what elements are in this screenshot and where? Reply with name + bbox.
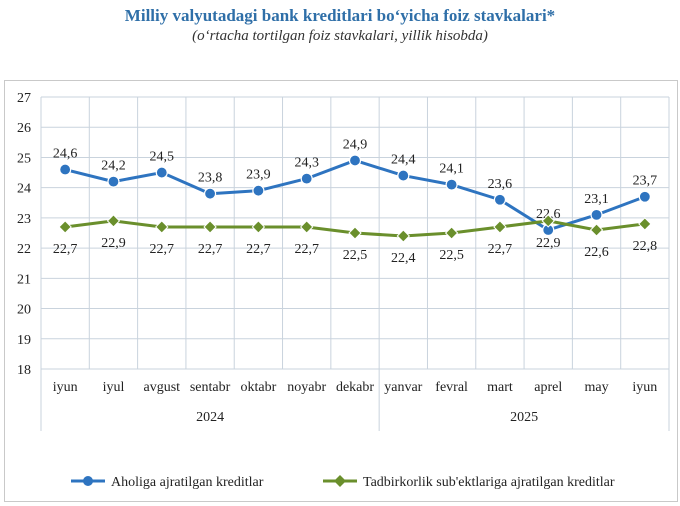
chart-frame: 18 19 20 21 22 23 24 25 26 27 iyun iyul avgust senta…	[4, 80, 678, 502]
data-label: 22,9	[536, 236, 561, 251]
y-tick-label: 20	[17, 303, 31, 318]
data-label: 22,4	[391, 251, 416, 266]
data-label: 24,9	[343, 137, 368, 152]
data-point	[541, 214, 555, 228]
y-axis: 18 19 20 21 22 23 24 25 26 27	[17, 91, 31, 378]
legend-marker	[334, 475, 346, 487]
y-tick-label: 22	[17, 242, 31, 257]
data-label: 22,7	[53, 242, 78, 257]
data-point	[58, 220, 72, 234]
x-tick-label: sentabr	[190, 380, 231, 395]
data-label: 23,9	[246, 168, 271, 183]
x-tick-label: mart	[487, 380, 513, 395]
data-label: 22,5	[439, 248, 464, 263]
data-point	[348, 226, 362, 240]
year-label: 2025	[510, 410, 538, 425]
x-tick-label: dekabr	[336, 380, 374, 395]
y-tick-label: 21	[17, 272, 31, 287]
x-tick-label: aprel	[534, 380, 562, 395]
data-point	[107, 175, 120, 188]
data-point	[155, 220, 169, 234]
chart-title: Milliy valyutadagi bank kreditlari bo‘yi…	[124, 6, 556, 25]
data-label: 24,4	[391, 153, 416, 168]
data-point	[252, 184, 265, 197]
legend-label: Tadbirkorlik sub'ektlariga ajratilgan kr…	[363, 475, 615, 490]
data-label: 22,8	[633, 239, 658, 254]
data-point	[348, 154, 362, 167]
data-label: 23,6	[488, 177, 513, 192]
data-label: 23,1	[584, 192, 609, 207]
x-tick-label: fevral	[435, 380, 468, 395]
y-tick-label: 18	[17, 363, 31, 378]
data-point	[493, 220, 507, 234]
x-axis: iyun iyul avgust sentabr oktabr noyabr dekabr y…	[40, 369, 670, 431]
data-label: 24,1	[439, 162, 464, 177]
y-tick-label: 24	[17, 182, 31, 197]
data-point	[155, 166, 168, 179]
data-point	[203, 220, 217, 234]
x-tick-label: avgust	[143, 380, 180, 395]
data-point	[397, 169, 410, 182]
data-label: 24,2	[101, 159, 126, 174]
x-tick-label: noyabr	[287, 380, 326, 395]
data-point	[638, 190, 651, 203]
x-tick-label: iyul	[103, 380, 125, 395]
data-point	[299, 220, 314, 234]
data-point	[59, 163, 72, 176]
data-label: 23,7	[633, 174, 658, 189]
data-label: 22,6	[584, 245, 609, 260]
data-point	[493, 193, 507, 206]
chart-subtitle: (o‘rtacha tortilgan foiz stavkalari, yil…	[192, 28, 488, 44]
data-label: 22,7	[488, 242, 513, 257]
x-tick-label: iyun	[53, 380, 78, 395]
data-label: 24,6	[53, 147, 78, 162]
x-tick-label: may	[584, 380, 608, 395]
line-chart: 18 19 20 21 22 23 24 25 26 27 iyun iyul avgust senta…	[17, 91, 670, 490]
gridlines	[40, 96, 670, 370]
data-point	[638, 217, 652, 231]
data-point	[590, 208, 603, 221]
data-label: 22,9	[101, 236, 126, 251]
legend: Aholiga ajratilgan kreditlar Tadbirkorlik…	[71, 475, 615, 490]
data-point	[251, 220, 266, 234]
data-point	[106, 214, 121, 228]
data-point	[445, 178, 458, 191]
data-label: 22,7	[198, 242, 223, 257]
year-label: 2024	[196, 410, 224, 425]
data-point	[300, 172, 313, 185]
y-tick-label: 27	[17, 91, 31, 106]
data-label: 24,3	[294, 156, 319, 171]
data-point	[203, 187, 217, 200]
y-tick-label: 23	[17, 212, 31, 227]
x-tick-label: iyun	[632, 380, 657, 395]
data-label: 22,7	[150, 242, 175, 257]
y-tick-label: 26	[17, 121, 31, 136]
y-tick-label: 25	[17, 151, 31, 166]
data-point	[444, 226, 459, 240]
x-tick-label: oktabr	[241, 380, 277, 395]
data-point	[396, 229, 411, 243]
x-tick-label: yanvar	[384, 380, 422, 395]
data-point	[589, 223, 604, 237]
legend-marker	[83, 476, 93, 486]
data-label: 24,5	[150, 150, 175, 165]
series-group: 24,6 24,2 24,5 23,8 23,9 24,3 24,9 24,4 24,1 23,6…	[53, 137, 657, 266]
data-label: 22,7	[246, 242, 271, 257]
y-tick-label: 19	[17, 333, 31, 348]
data-label: 23,8	[198, 171, 223, 186]
data-label: 22,5	[343, 248, 368, 263]
legend-label: Aholiga ajratilgan kreditlar	[111, 475, 264, 490]
data-label: 22,7	[294, 242, 319, 257]
